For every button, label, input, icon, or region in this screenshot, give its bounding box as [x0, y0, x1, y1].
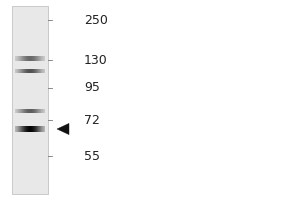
Text: 250: 250 [84, 14, 108, 26]
Text: 72: 72 [84, 114, 100, 127]
Text: 95: 95 [84, 81, 100, 94]
Text: 130: 130 [84, 53, 108, 66]
Text: 55: 55 [84, 150, 100, 162]
Polygon shape [57, 123, 69, 135]
Bar [12, 6, 48, 194]
